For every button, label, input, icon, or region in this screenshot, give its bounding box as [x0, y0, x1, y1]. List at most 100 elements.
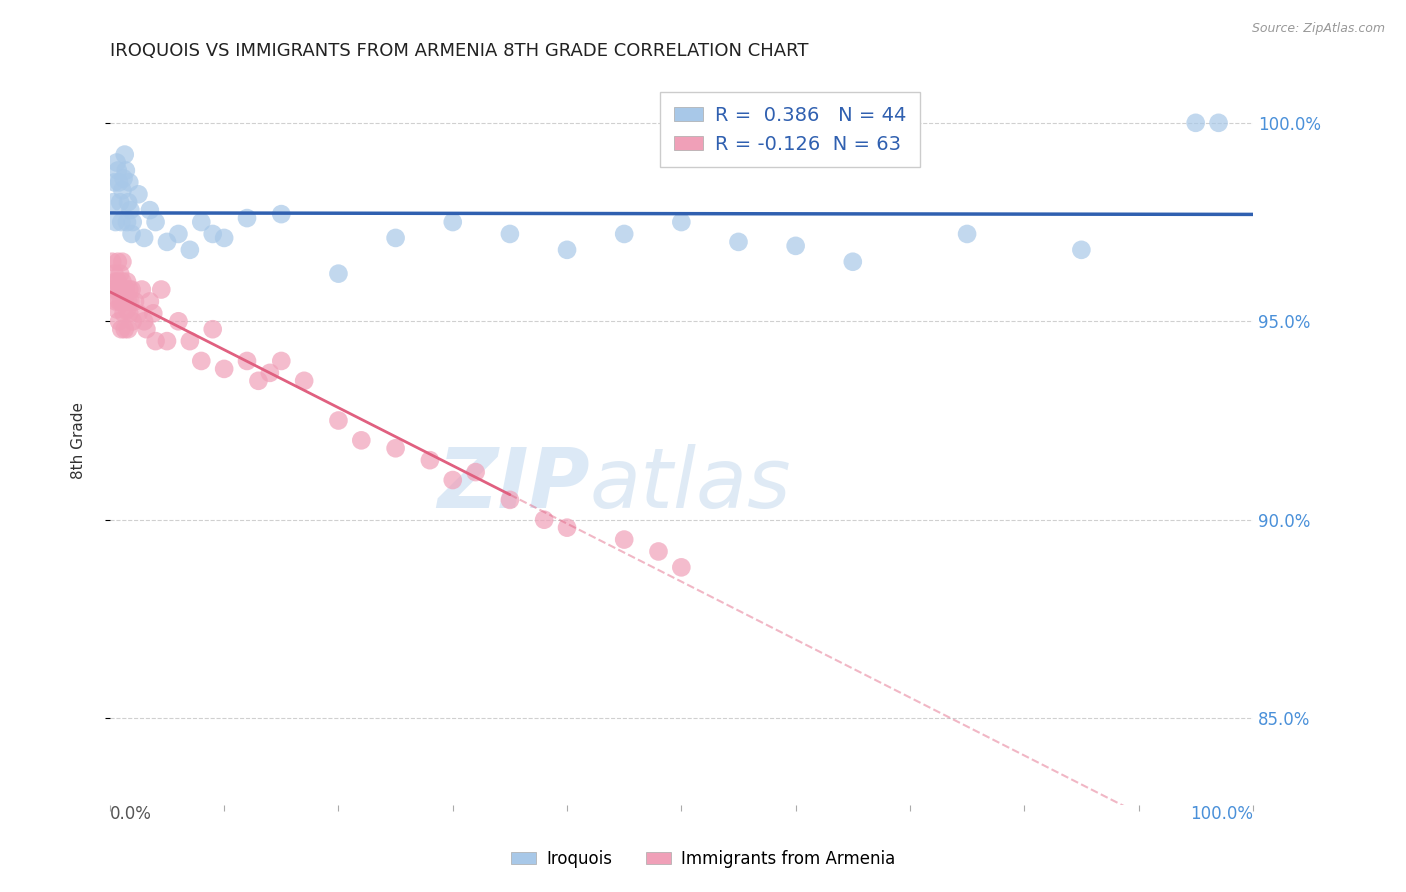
Point: [111, 183, 134, 197]
Point: [107, 163, 129, 178]
Point: [121, 215, 143, 229]
Point: [108, 195, 131, 210]
Point: [956, 227, 979, 241]
Point: [647, 544, 669, 558]
Point: [533, 513, 555, 527]
Point: [247, 374, 270, 388]
Text: ZIP: ZIP: [437, 443, 591, 524]
Point: [236, 354, 259, 368]
Point: [108, 267, 131, 281]
Point: [115, 163, 138, 178]
Point: [842, 254, 865, 268]
Point: [201, 322, 224, 336]
Point: [104, 294, 127, 309]
Text: atlas: atlas: [591, 443, 792, 524]
Legend: Iroquois, Immigrants from Armenia: Iroquois, Immigrants from Armenia: [505, 844, 901, 875]
Point: [121, 314, 143, 328]
Point: [555, 521, 578, 535]
Point: [121, 283, 143, 297]
Point: [108, 175, 131, 189]
Point: [156, 334, 179, 348]
Point: [105, 283, 128, 297]
Point: [127, 187, 149, 202]
Point: [671, 560, 693, 574]
Point: [139, 203, 162, 218]
Point: [785, 239, 807, 253]
Point: [117, 294, 139, 309]
Point: [131, 283, 153, 297]
Point: [114, 147, 136, 161]
Point: [270, 354, 292, 368]
Point: [120, 203, 142, 218]
Point: [1184, 116, 1206, 130]
Point: [108, 283, 131, 297]
Point: [212, 362, 235, 376]
Point: [118, 283, 141, 297]
Point: [167, 227, 190, 241]
Point: [118, 175, 141, 189]
Point: [179, 243, 201, 257]
Point: [115, 302, 138, 317]
Point: [103, 283, 125, 297]
Point: [110, 215, 132, 229]
Point: [115, 275, 138, 289]
Point: [328, 267, 350, 281]
Point: [350, 434, 373, 448]
Point: [270, 207, 292, 221]
Point: [328, 413, 350, 427]
Point: [111, 275, 134, 289]
Point: [384, 231, 406, 245]
Point: [121, 227, 143, 241]
Point: [117, 195, 139, 210]
Point: [112, 306, 135, 320]
Text: 0.0%: 0.0%: [110, 805, 152, 823]
Point: [127, 306, 149, 320]
Point: [105, 155, 128, 169]
Point: [107, 275, 129, 289]
Point: [499, 492, 522, 507]
Point: [111, 254, 134, 268]
Point: [115, 283, 138, 297]
Point: [259, 366, 281, 380]
Point: [103, 175, 125, 189]
Point: [145, 215, 167, 229]
Point: [441, 215, 464, 229]
Point: [134, 314, 156, 328]
Point: [167, 314, 190, 328]
Legend: R =  0.386   N = 44, R = -0.126  N = 63: R = 0.386 N = 44, R = -0.126 N = 63: [661, 92, 920, 167]
Point: [103, 195, 125, 210]
Point: [108, 294, 131, 309]
Point: [1208, 116, 1230, 130]
Point: [104, 275, 127, 289]
Point: [110, 322, 132, 336]
Point: [104, 215, 127, 229]
Point: [117, 322, 139, 336]
Point: [112, 283, 135, 297]
Point: [190, 354, 212, 368]
Point: [145, 334, 167, 348]
Point: [156, 235, 179, 249]
Point: [120, 294, 142, 309]
Point: [384, 442, 406, 456]
Point: [201, 227, 224, 241]
Point: [292, 374, 315, 388]
Point: [613, 533, 636, 547]
Point: [112, 171, 135, 186]
Point: [727, 235, 749, 249]
Point: [419, 453, 441, 467]
Point: [115, 215, 138, 229]
Point: [103, 267, 125, 281]
Point: [212, 231, 235, 245]
Point: [613, 227, 636, 241]
Point: [118, 306, 141, 320]
Point: [190, 215, 212, 229]
Point: [179, 334, 201, 348]
Point: [110, 294, 132, 309]
Point: [108, 314, 131, 328]
Point: [142, 306, 165, 320]
Point: [114, 322, 136, 336]
Point: [499, 227, 522, 241]
Point: [464, 465, 486, 479]
Point: [105, 302, 128, 317]
Point: [150, 283, 173, 297]
